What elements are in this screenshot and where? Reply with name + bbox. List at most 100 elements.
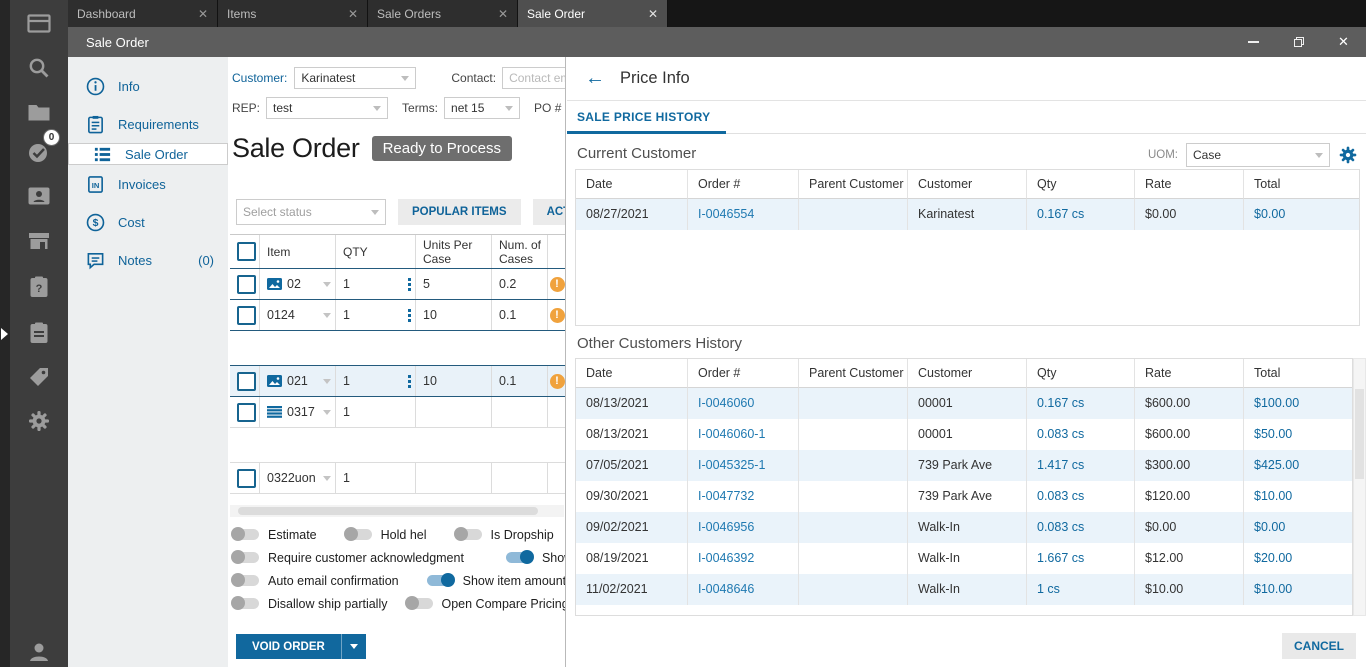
close-icon[interactable]: ✕ [198,7,208,21]
contact-input[interactable] [502,67,566,89]
cell-qty: 1.417 cs [1026,450,1134,481]
close-icon[interactable]: ✕ [348,7,358,21]
tab-sale-price-history[interactable]: SALE PRICE HISTORY [567,101,726,133]
row-checkbox[interactable] [237,469,256,488]
panel-expand-arrow-icon[interactable] [1,328,8,340]
search-icon[interactable] [10,53,68,83]
order-link[interactable]: I-0046956 [687,512,798,543]
row-menu-icon[interactable] [408,278,411,291]
user-icon[interactable] [10,637,68,667]
contact-card-icon[interactable] [10,181,68,211]
table-row: 08/13/2021 I-0046060 00001 0.167 cs $600… [576,388,1352,419]
close-icon[interactable]: ✕ [648,7,658,21]
item-row[interactable]: 02 1 5 0.2 ! [230,269,566,300]
item-row[interactable]: 0317 1 [230,397,566,428]
toggle-switch[interactable] [406,598,433,609]
toggle-open-compare-pricing: Open Compare Pricing on [406,597,567,611]
customer-label[interactable]: Customer: [232,71,287,85]
row-menu-icon[interactable] [408,375,411,388]
restore-button[interactable] [1276,27,1321,57]
chevron-down-icon[interactable] [323,313,331,318]
item-row[interactable]: 0322uon 1 [230,462,566,494]
toggle-switch[interactable] [232,552,259,563]
toggle-switch[interactable] [427,575,454,586]
nav-item-info[interactable]: Info [68,67,228,105]
store-icon[interactable] [10,226,68,256]
toggle-switch[interactable] [232,598,259,609]
chevron-down-icon[interactable] [323,410,331,415]
nav-item-sale-order[interactable]: Sale Order [68,143,228,165]
tab-dashboard[interactable]: Dashboard✕ [68,0,218,27]
orders-check-icon[interactable]: 0 [10,137,68,167]
cancel-button[interactable]: CANCEL [1282,633,1356,659]
close-window-button[interactable]: ✕ [1321,27,1366,57]
select-status-dropdown[interactable]: Select status [236,199,386,225]
cell-total: $0.00 [1243,512,1352,543]
nav-item-invoices[interactable]: IN Invoices [68,165,228,203]
folder-icon[interactable] [10,97,68,127]
minimize-button[interactable] [1231,27,1276,57]
svg-text:IN: IN [92,180,100,189]
warning-icon: ! [550,308,565,323]
cell-date: 08/13/2021 [576,388,687,419]
row-checkbox[interactable] [237,372,256,391]
toggle-switch[interactable] [232,529,259,540]
item-row[interactable]: 0124 1 10 0.1 ! [230,300,566,331]
help-clipboard-icon[interactable]: ? [10,272,68,302]
scrollbar-thumb[interactable] [1355,389,1364,479]
nav-item-requirements[interactable]: Requirements [68,105,228,143]
chevron-down-icon [401,76,409,81]
cell-total: $0.00 [1243,199,1359,230]
order-link[interactable]: I-0046060 [687,388,798,419]
chevron-down-icon[interactable] [323,282,331,287]
gear-icon[interactable] [10,406,68,436]
tab-sale-orders[interactable]: Sale Orders✕ [368,0,518,27]
row-checkbox[interactable] [237,403,256,422]
nav-item-notes[interactable]: Notes (0) [68,241,228,279]
row-checkbox[interactable] [237,275,256,294]
order-link[interactable]: I-0047732 [687,481,798,512]
toggle-switch[interactable] [506,552,533,563]
uom-select[interactable]: Case [1186,143,1330,167]
cell-parent [798,419,907,450]
select-all-checkbox[interactable] [237,242,256,261]
rep-select[interactable]: test [266,97,388,119]
terms-select[interactable]: net 15 [444,97,520,119]
cell-date: 07/05/2021 [576,450,687,481]
tag-icon[interactable] [10,362,68,392]
toggle-switch[interactable] [455,529,482,540]
void-order-dropdown[interactable] [341,634,366,659]
nav-item-cost[interactable]: $ Cost [68,203,228,241]
order-link[interactable]: I-0048646 [687,574,798,605]
toggle-switch[interactable] [232,575,259,586]
items-horizontal-scrollbar[interactable] [230,505,564,517]
actions-button[interactable]: ACTI [533,199,566,225]
order-link[interactable]: I-0046060-1 [687,419,798,450]
tab-items[interactable]: Items✕ [218,0,368,27]
order-link[interactable]: I-0046554 [687,199,798,230]
tab-bar: Dashboard✕ Items✕ Sale Orders✕ Sale Orde… [68,0,1366,27]
tab-sale-order[interactable]: Sale Order✕ [518,0,668,27]
price-settings-gear-icon[interactable] [1338,145,1358,165]
history-vertical-scrollbar[interactable] [1353,358,1366,616]
close-icon[interactable]: ✕ [498,7,508,21]
cell-rate: $0.00 [1134,199,1243,230]
order-link[interactable]: I-0045325-1 [687,450,798,481]
order-link[interactable]: I-0046392 [687,543,798,574]
row-menu-icon[interactable] [408,309,411,322]
dashboard-icon[interactable] [10,9,68,39]
chevron-down-icon[interactable] [323,476,331,481]
chevron-down-icon[interactable] [323,379,331,384]
back-arrow-icon[interactable]: ← [585,67,605,90]
cell-customer: 00001 [907,419,1026,450]
scrollbar-thumb[interactable] [238,507,538,515]
row-checkbox[interactable] [237,306,256,325]
customer-select[interactable]: Karinatest [294,67,416,89]
po-label: PO # [534,101,561,115]
table-row: 09/02/2021 I-0046956 Walk-In 0.083 cs $0… [576,512,1352,543]
popular-items-button[interactable]: POPULAR ITEMS [398,199,521,225]
toggle-switch[interactable] [345,529,372,540]
item-row-selected[interactable]: 021 1 10 0.1 ! [230,365,566,397]
void-order-button[interactable]: VOID ORDER [236,634,341,659]
tasks-clipboard-icon[interactable] [10,318,68,348]
